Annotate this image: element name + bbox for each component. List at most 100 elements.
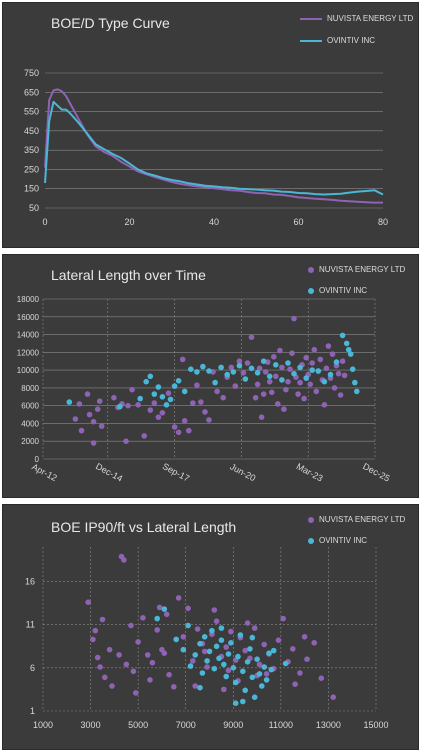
data-point-nuvista (337, 392, 344, 398)
data-point-nuvista (180, 634, 187, 640)
x-tick-label: 7000 (176, 720, 196, 730)
data-point-nuvista (266, 378, 273, 385)
data-point-nuvista (283, 386, 289, 393)
data-point-nuvista (341, 372, 348, 379)
data-point-ovintiv (240, 668, 246, 675)
y-tick-label: 4000 (21, 419, 39, 428)
y-tick-label: 2000 (21, 437, 39, 446)
x-tick-label: Apr-12 (30, 462, 59, 484)
data-point-nuvista (289, 350, 295, 356)
data-point-nuvista (133, 690, 139, 696)
x-tick-label: 0 (42, 217, 47, 227)
y-tick-label: 14000 (17, 331, 40, 340)
data-point-nuvista (123, 661, 130, 668)
data-point-ovintiv (175, 378, 182, 384)
y-tick-label: 11 (26, 620, 35, 630)
legend-label: OVINTIV INC (319, 536, 368, 545)
data-point-nuvista (165, 390, 172, 396)
data-point-nuvista (248, 334, 255, 340)
data-point-nuvista (141, 433, 147, 439)
data-point-nuvista (317, 356, 324, 363)
y-tick-label: 10000 (17, 366, 40, 375)
data-point-ovintiv (192, 652, 198, 658)
data-point-ovintiv (218, 637, 225, 643)
data-point-ovintiv (201, 634, 208, 640)
data-point-ovintiv (248, 365, 255, 372)
legend-swatch (308, 266, 314, 273)
data-point-nuvista (140, 615, 146, 621)
data-point-ovintiv (254, 656, 260, 662)
data-point-nuvista (335, 370, 342, 377)
data-point-ovintiv (249, 634, 256, 641)
data-point-ovintiv (347, 351, 354, 357)
data-point-nuvista (86, 411, 93, 418)
data-point-nuvista (221, 686, 227, 693)
data-point-nuvista (309, 360, 316, 366)
x-tick-label: Jun-20 (228, 461, 257, 483)
data-point-ovintiv (261, 664, 268, 670)
legend-label: NUVISTA ENERGY LTD (319, 515, 406, 524)
data-point-nuvista (331, 385, 338, 391)
data-point-ovintiv (266, 650, 272, 656)
data-point-nuvista (279, 364, 285, 371)
data-point-ovintiv (268, 666, 275, 673)
data-point-nuvista (186, 427, 192, 434)
lateral-length-time-panel: Lateral Length over Time NUVISTA ENERGY … (2, 254, 419, 498)
data-point-nuvista (304, 656, 310, 662)
data-point-nuvista (252, 394, 259, 401)
data-point-nuvista (281, 406, 287, 412)
data-point-nuvista (220, 394, 226, 401)
data-point-nuvista (179, 356, 186, 363)
legend-swatch (300, 17, 322, 20)
data-point-ovintiv (228, 640, 234, 646)
data-point-nuvista (156, 604, 163, 611)
x-tick-label: 80 (378, 217, 388, 227)
y-tick-label: 16000 (17, 313, 40, 322)
data-point-nuvista (330, 694, 337, 700)
x-tick-label: 60 (293, 217, 303, 227)
data-point-ovintiv (273, 362, 279, 368)
data-point-nuvista (171, 684, 177, 690)
data-point-ovintiv (143, 378, 149, 385)
data-point-nuvista (307, 381, 314, 388)
data-point-nuvista (149, 659, 156, 666)
legend-swatch (300, 39, 322, 42)
data-point-ovintiv (218, 364, 224, 371)
data-point-nuvista (202, 409, 208, 415)
data-point-nuvista (192, 683, 198, 689)
data-point-ovintiv (66, 399, 73, 405)
type-curve-panel: BOE/D Type Curve NUVISTA ENERGY LTD OVIN… (2, 2, 419, 248)
data-point-ovintiv (155, 384, 162, 390)
data-point-nuvista (228, 628, 234, 635)
data-point-ovintiv (321, 378, 328, 385)
data-point-nuvista (194, 382, 200, 388)
data-point-nuvista (72, 416, 79, 422)
data-point-ovintiv (279, 377, 285, 383)
data-point-nuvista (292, 681, 298, 687)
data-point-nuvista (223, 644, 229, 650)
data-point-nuvista (190, 400, 196, 406)
data-point-nuvista (84, 391, 91, 397)
chart-title: BOE/D Type Curve (51, 15, 170, 31)
data-point-ovintiv (266, 373, 273, 380)
x-tick-label: 13000 (316, 720, 341, 730)
data-point-nuvista (121, 557, 127, 563)
legend-item-nuvista: NUVISTA ENERGY LTD (308, 513, 405, 526)
legend-swatch (308, 516, 314, 523)
data-point-ovintiv (349, 366, 356, 372)
x-tick-label: 20 (124, 217, 134, 227)
x-tick-label: 15000 (363, 720, 388, 730)
x-tick-label: 5000 (128, 720, 148, 730)
data-point-nuvista (94, 654, 101, 661)
data-point-nuvista (287, 366, 293, 372)
data-point-nuvista (260, 391, 267, 397)
data-point-nuvista (339, 358, 346, 364)
data-point-ovintiv (163, 402, 170, 408)
data-point-ovintiv (240, 698, 246, 705)
data-point-ovintiv (223, 673, 229, 680)
data-point-ovintiv (352, 379, 358, 386)
data-point-ovintiv (151, 391, 158, 397)
data-point-nuvista (251, 625, 258, 631)
data-point-ovintiv (309, 367, 316, 373)
data-point-ovintiv (216, 655, 222, 662)
